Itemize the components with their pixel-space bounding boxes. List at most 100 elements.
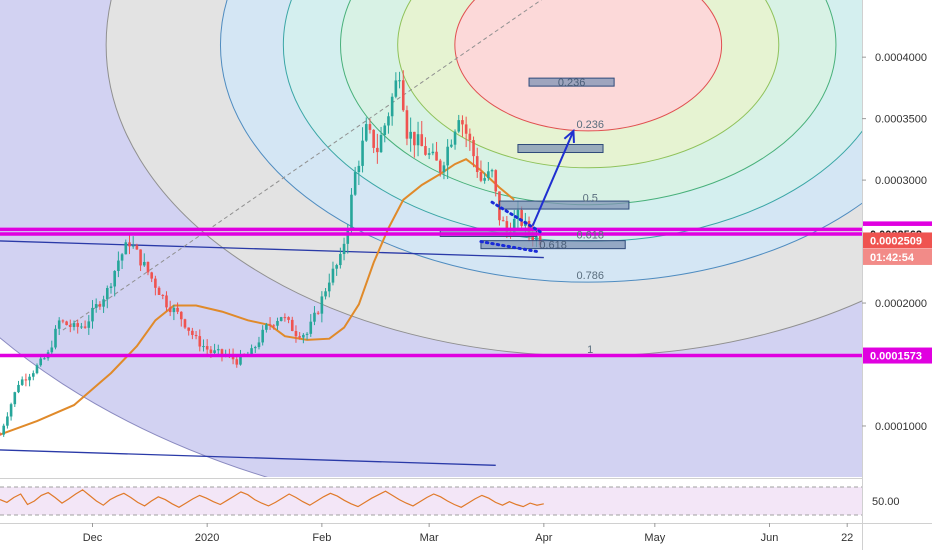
price-label: 0.0001573 <box>870 351 922 363</box>
candle-body <box>194 334 198 337</box>
candle-body <box>298 336 301 338</box>
candle-body <box>65 321 68 326</box>
candle-body <box>320 296 324 314</box>
candle-body <box>87 321 91 328</box>
candle-body <box>468 133 472 141</box>
target-zone-label: 0.618 <box>539 240 567 252</box>
candle-body <box>376 147 379 153</box>
target-zone-3 <box>498 200 630 210</box>
rsi-axis-label: 50.00 <box>872 496 900 508</box>
candle-body <box>368 124 372 130</box>
candle-body <box>475 156 479 173</box>
candle-body <box>24 379 28 381</box>
candle-body <box>339 254 342 266</box>
price-label: 0.0002509 <box>870 235 922 247</box>
price-series <box>0 70 542 437</box>
candle-body <box>346 228 350 244</box>
candle-body <box>35 365 39 374</box>
horizontal-levels <box>0 227 862 358</box>
candle-body <box>479 172 483 181</box>
candle-body <box>272 325 276 327</box>
price-label: 01:42:54 <box>870 252 915 264</box>
annotations <box>479 128 575 253</box>
candle-body <box>213 350 216 353</box>
candle-body <box>472 140 475 157</box>
candle-body <box>205 346 209 350</box>
candle-body <box>398 80 401 82</box>
candle-body <box>461 120 464 125</box>
candle-body <box>120 254 124 261</box>
wedge-upper-line <box>490 200 542 234</box>
candle-body <box>316 312 320 314</box>
candle-body <box>305 333 309 335</box>
candle-body <box>128 242 131 247</box>
candle-body <box>302 334 305 338</box>
candle-body <box>191 330 194 335</box>
candle-body <box>294 330 298 337</box>
target-zone-label: 0.236 <box>558 77 586 89</box>
candle-body <box>409 131 412 139</box>
candle-body <box>6 416 9 426</box>
candle-body <box>512 218 516 234</box>
candle-body <box>520 210 523 226</box>
wedge-lower-line <box>479 240 538 253</box>
candle-body <box>453 131 457 145</box>
candle-body <box>435 151 438 161</box>
candle-body <box>494 170 498 192</box>
candle-body <box>209 349 213 353</box>
candle-body <box>331 268 335 283</box>
target-zone-1 <box>528 77 615 87</box>
candle-body <box>464 124 468 134</box>
candle-body <box>235 359 239 365</box>
candle-body <box>83 326 87 328</box>
price-tick-label: 0.0002000 <box>875 298 927 310</box>
candle-body <box>102 299 105 307</box>
candle-body <box>361 140 364 166</box>
trendline-2 <box>0 449 496 466</box>
price-label-bg <box>863 248 932 265</box>
candle-body <box>490 170 494 172</box>
price-tick-label: 0.0003500 <box>875 114 927 126</box>
candle-body <box>290 319 294 331</box>
candle-body <box>327 282 331 292</box>
candle-body <box>187 327 190 331</box>
candle-body <box>309 321 313 334</box>
price-tick-label: 0.0004000 <box>875 52 927 64</box>
candle-body <box>268 324 272 326</box>
candle-body <box>43 358 46 360</box>
moving-average <box>0 158 515 436</box>
candle-body <box>501 220 505 222</box>
candle-body <box>379 134 383 153</box>
target-zone-5 <box>480 240 626 250</box>
candle-body <box>505 221 509 232</box>
candle-body <box>516 210 520 219</box>
price-axis[interactable]: 50.00 0.0004000 0.0003500 0.0003000 0.000200… <box>862 52 932 508</box>
candle-body <box>353 172 357 195</box>
candle-body <box>61 320 65 322</box>
price-label-bg <box>863 232 932 249</box>
candle-body <box>172 307 176 313</box>
candle-body <box>0 434 2 436</box>
candle-body <box>261 329 264 343</box>
candle-body <box>383 125 387 135</box>
rsi-pane <box>0 486 862 516</box>
time-tick-label: Jun <box>761 532 779 544</box>
candle-body <box>142 261 146 266</box>
candle-body <box>220 349 224 355</box>
candle-body <box>313 312 316 322</box>
candle-body <box>387 116 390 126</box>
candle-body <box>535 236 538 241</box>
time-axis[interactable]: Dec 2020 Feb Mar Apr May Jun 22 <box>83 523 854 544</box>
trendline-1 <box>0 240 544 259</box>
target-zone-2 <box>517 144 604 154</box>
projection-arrow-head <box>563 128 575 143</box>
candle-body <box>113 270 116 287</box>
candle-body <box>28 376 31 381</box>
candle-body <box>9 404 13 417</box>
fib-level-labels: 0.236 0.5 0.618 0.786 1 <box>576 119 604 356</box>
rsi-band <box>0 487 862 515</box>
candle-body <box>176 307 179 312</box>
candle-body <box>105 287 109 300</box>
time-tick-label: Apr <box>535 532 552 544</box>
